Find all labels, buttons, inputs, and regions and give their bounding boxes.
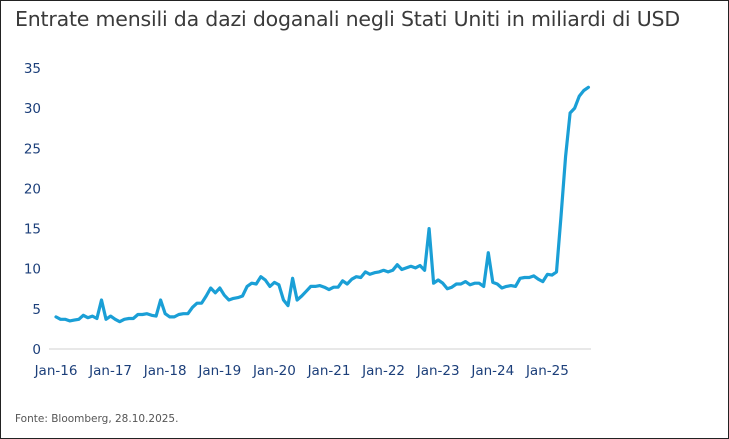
y-tick-label: 0 [32,342,41,358]
y-tick-label: 20 [24,181,41,197]
x-tick-label: Jan-24 [470,363,514,379]
y-tick-label: 15 [24,222,41,238]
x-tick-label: Jan-18 [143,363,187,379]
x-tick-label: Jan-22 [361,363,405,379]
y-tick-label: 35 [24,61,41,77]
y-tick-label: 10 [24,262,41,278]
x-tick-label: Jan-23 [416,363,460,379]
y-axis-ticks: 0 5 10 15 20 25 30 35 [24,61,41,358]
y-tick-label: 5 [32,302,41,318]
x-tick-label: Jan-25 [525,363,569,379]
source-note: Fonte: Bloomberg, 28.10.2025. [15,413,179,425]
x-axis-ticks: Jan-16 Jan-17 Jan-18 Jan-19 Jan-20 Jan-21 Jan-… [34,363,569,379]
x-tick-label: Jan-21 [307,363,351,379]
y-tick-label: 30 [24,101,41,117]
x-tick-label: Jan-16 [34,363,78,379]
chart-title: Entrate mensili da dazi doganali negli S… [15,7,680,31]
y-tick-label: 25 [24,141,41,157]
series-line [54,85,590,324]
x-tick-label: Jan-19 [197,363,241,379]
x-tick-label: Jan-20 [252,363,296,379]
x-tick-label: Jan-17 [88,363,132,379]
